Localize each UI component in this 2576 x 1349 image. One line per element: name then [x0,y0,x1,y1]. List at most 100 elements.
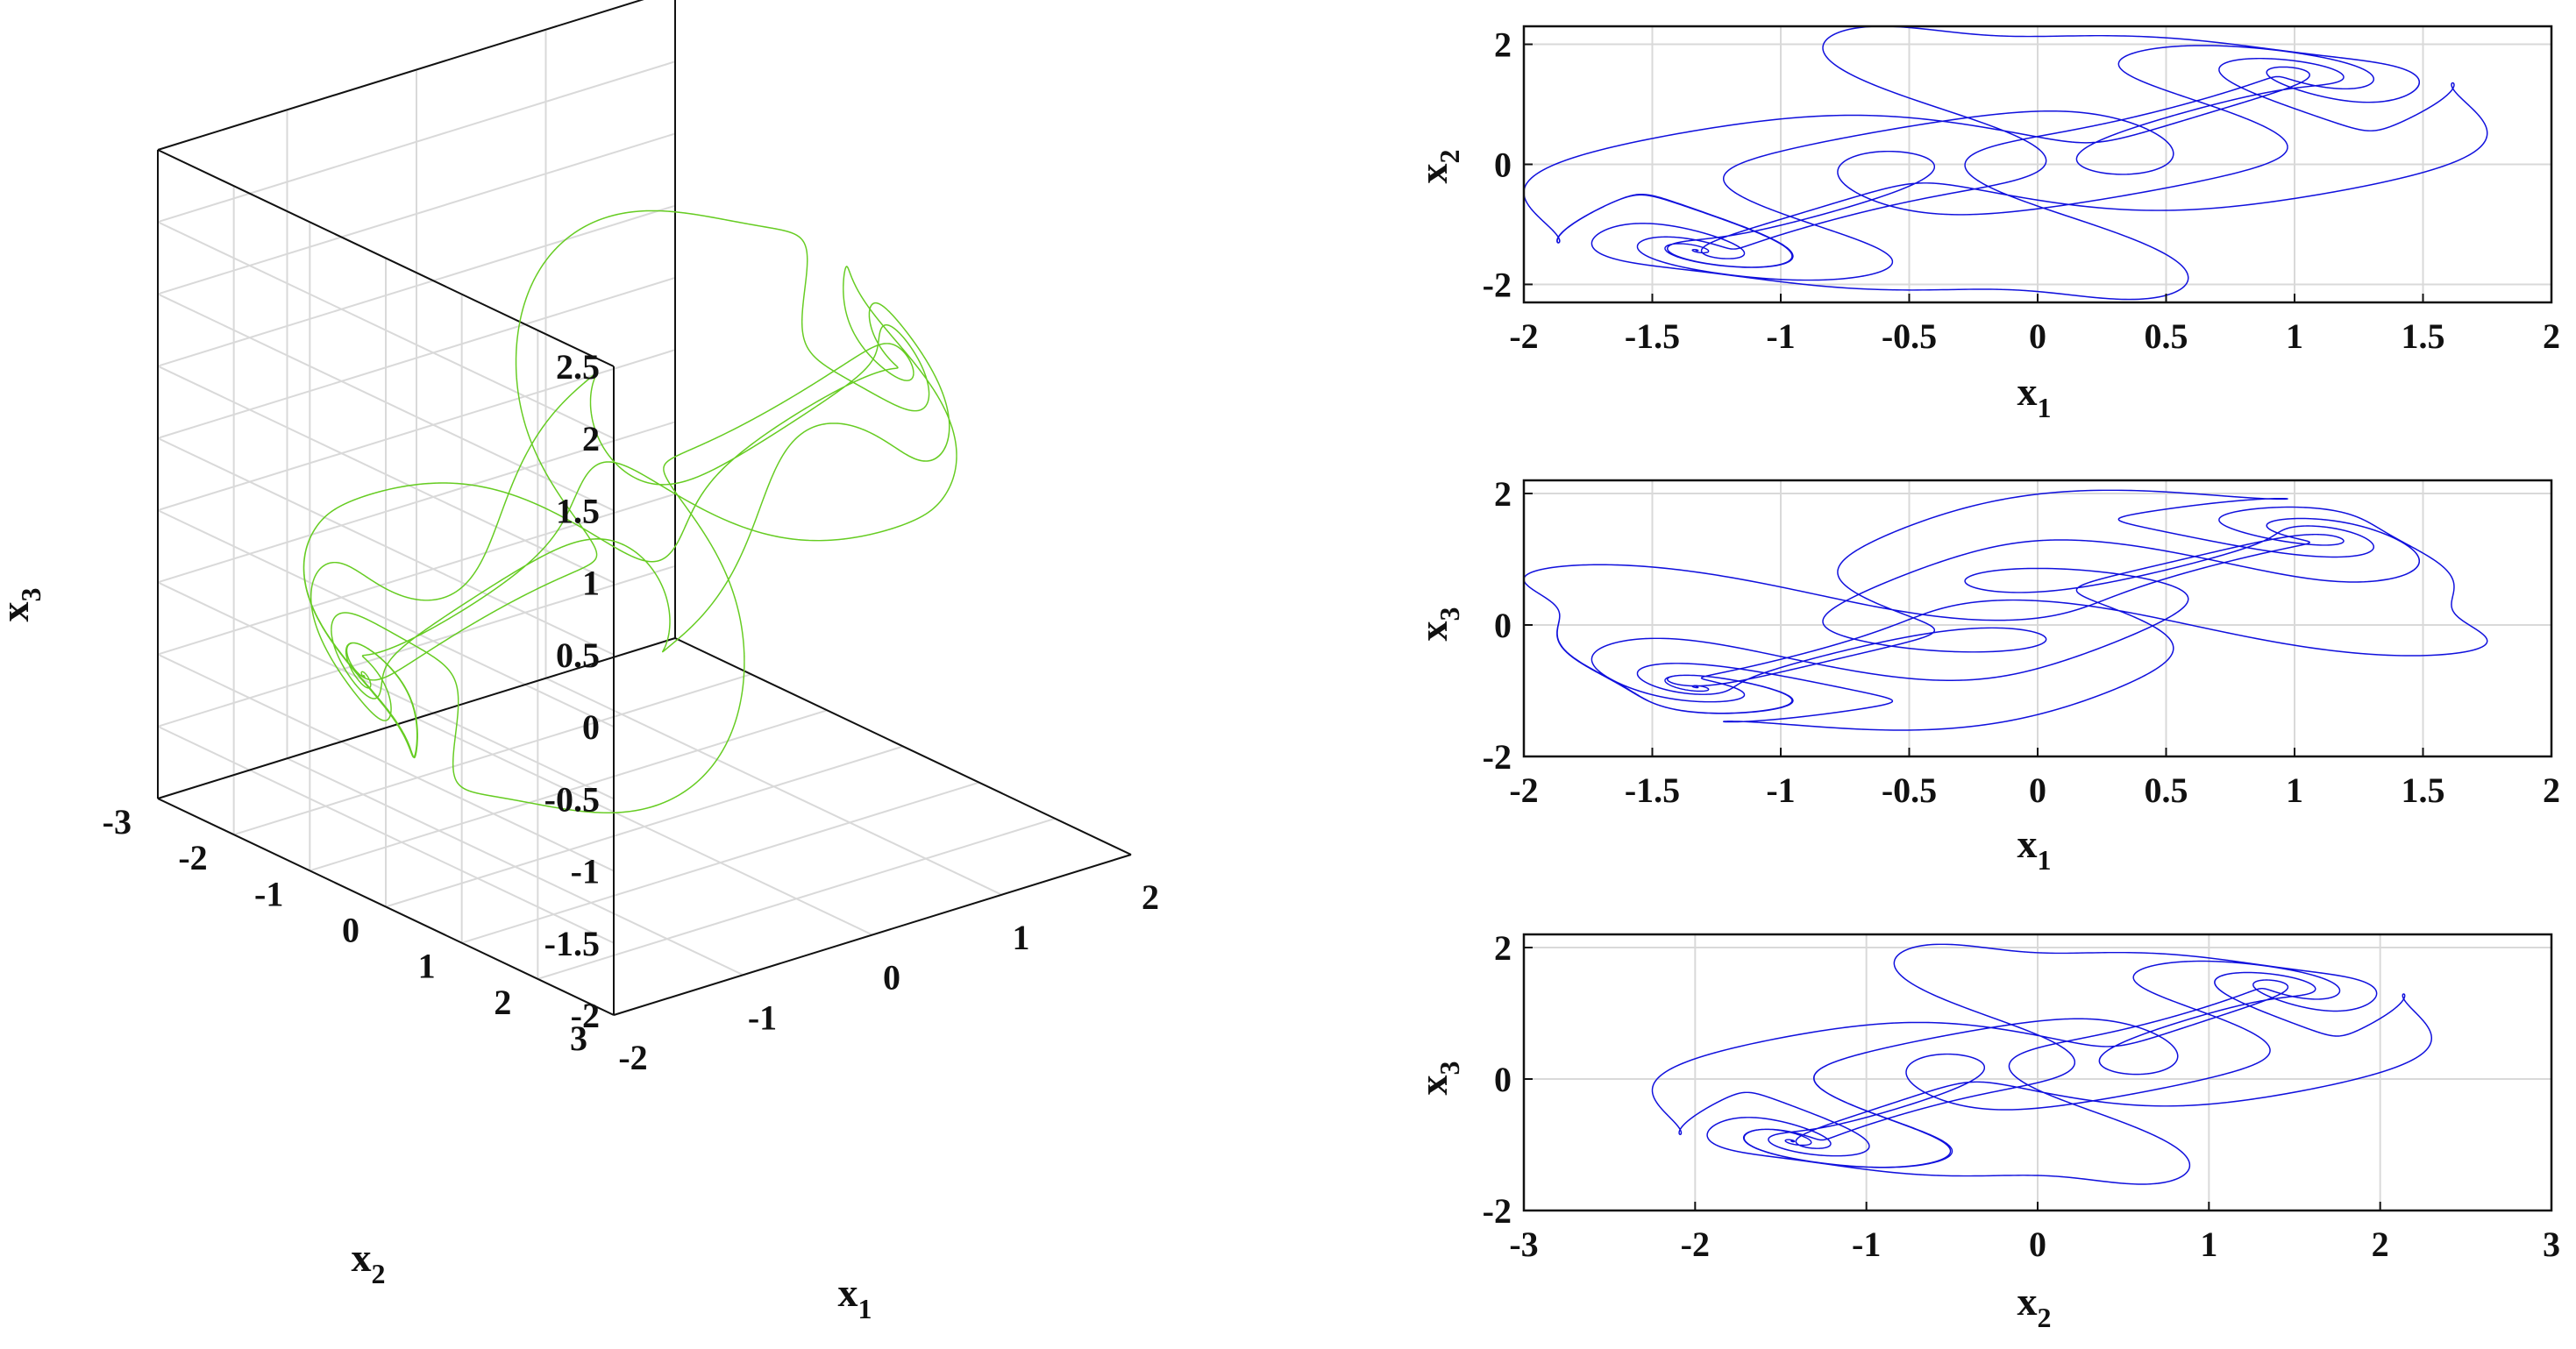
tick-label-x: -3 [1509,1225,1538,1264]
tick-label-z: 2 [582,419,600,458]
box-edge-3d [613,854,1132,1016]
tick-label-z: -1 [571,852,600,891]
gridline-3d [157,204,676,367]
tick-label-x: 1 [2286,316,2303,356]
tick-label-y: -2 [1483,1191,1512,1231]
gridline-3d [157,221,615,440]
tick-label-x2: -3 [103,802,132,841]
axes-box-3d [157,0,1132,1016]
tick-label-y: 2 [1494,25,1512,65]
gridline-3d [157,437,615,656]
gridline-3d [157,581,615,800]
curve-x1-x3 [1523,489,2488,731]
x3-axis-label-middle: x3 [1411,607,1465,642]
series-line [1523,489,2488,731]
tick-label-x: 0.5 [2145,770,2188,810]
x1-axis-label-top: x1 [2017,369,2052,423]
tick-label-y: 0 [1494,606,1512,645]
attractor-3d-plot: -2 -1.5 -1 -0.5 0 0.5 1 1.5 2 2.5 -2 -1 0 1 2 -3 -2 -1 0 1 2… [0,0,1159,1324]
tick-label-x: -1.5 [1625,770,1680,810]
tick-label-x: 2 [2543,770,2560,810]
tick-label-x2: 0 [342,911,359,950]
tick-label-z: -1.5 [544,924,600,963]
gridline-3d [157,293,615,512]
tick-label-z: 0.5 [556,635,600,675]
tick-label-x: 1 [2286,770,2303,810]
tick-label-z: 1.5 [556,491,600,530]
ticks-3d: -2 -1.5 -1 -0.5 0 0.5 1 1.5 2 2.5 -2 -1 0 1 2 -3 -2 -1 0 1 2… [103,347,1159,1077]
tick-label-x1: -1 [748,998,777,1037]
tick-label-x1: 1 [1013,918,1030,957]
tick-label-x: -1 [1766,770,1795,810]
gridline-3d [157,493,676,656]
box-edge-3d [674,637,1132,856]
tick-label-x: -1 [1766,316,1795,356]
gridline-3d [157,276,676,439]
tick-label-x: 2 [2543,316,2560,356]
tick-label-z: 1 [582,564,600,603]
ticks-x1-x3: -2 -1.5 -1 -0.5 0 0.5 1 1.5 2 -2 0 2 [1483,474,2560,810]
gridline-3d [157,365,615,584]
tick-label-x2: -2 [178,838,207,877]
x1-axis-label-3d: x1 [838,1270,872,1324]
tick-label-x: 1.5 [2402,316,2445,356]
tick-label-x: 0 [2029,770,2046,810]
attractor-3d-curve [302,209,957,813]
gridline-3d [233,673,751,836]
tick-label-x: 0.5 [2145,316,2188,356]
tick-label-x2: 3 [570,1019,587,1058]
series-line-3d [302,209,957,813]
ticks-x1-x2: -2 -1.5 -1 -0.5 0 0.5 1 1.5 2 -2 0 2 [1483,25,2560,356]
gridline-3d [537,817,1056,980]
tick-label-y: -2 [1483,265,1512,304]
tick-label-x: -2 [1681,1225,1710,1264]
tick-label-z: 0 [582,707,600,747]
projection-x1-x3-plot: -2 -1.5 -1 -0.5 0 0.5 1 1.5 2 -2 0 2 x1 x3 [1411,474,2560,876]
projection-x2-x3-plot: -3 -2 -1 0 1 2 3-202 x2 x3 [1411,928,2560,1333]
tick-label-y: -2 [1483,737,1512,777]
curve-x2-x3 [1651,943,2432,1185]
box-edge-3d [157,0,644,151]
tick-label-x2: -1 [254,874,283,913]
tick-label-y: 2 [1494,474,1512,514]
gridline-3d [157,725,615,944]
gridline-3d [157,653,615,872]
tick-label-y: 0 [1494,1060,1512,1099]
gridline-3d [461,781,979,944]
x2-axis-label-top: x2 [1411,150,1465,184]
gridline-3d [157,349,676,512]
gridline-3d [157,509,615,728]
tick-label-x2: 2 [494,983,511,1022]
tick-label-x: -0.5 [1882,770,1937,810]
tick-label-x1: 2 [1142,877,1159,917]
grid-x2-x3 [1523,934,2552,1211]
tick-label-x1: -2 [618,1038,647,1077]
x2-axis-label-bottom: x2 [2017,1279,2052,1333]
gridline-3d [385,745,904,908]
gridline-3d [157,421,676,584]
box-edge-3d [157,149,615,367]
tick-label-x: 2 [2372,1225,2389,1264]
x3-axis-label-bottom: x3 [1411,1061,1465,1096]
x1-axis-label-middle: x1 [2017,821,2052,876]
tick-label-x2: 1 [418,947,436,986]
tick-label-x: -2 [1509,770,1538,810]
tick-label-x: 0 [2029,316,2046,356]
tick-label-y: 2 [1494,928,1512,968]
tick-label-x: -1.5 [1625,316,1680,356]
tick-label-x1: 0 [883,958,900,998]
tick-label-x: 1.5 [2402,770,2445,810]
tick-label-x: 0 [2029,1225,2046,1264]
tick-label-z: -2 [571,996,600,1035]
box-edge-3d [157,798,615,1016]
tick-label-x: 3 [2543,1225,2560,1264]
grid-3d [157,0,1132,1016]
x3-axis-label-3d: x3 [0,588,46,622]
gridline-3d [310,709,828,872]
gridline-3d [157,132,676,295]
curve-x1-x2 [1523,25,2488,301]
tick-label-z: -0.5 [544,779,600,819]
x2-axis-label-3d: x2 [352,1235,386,1289]
tick-label-x: 1 [2200,1225,2217,1264]
